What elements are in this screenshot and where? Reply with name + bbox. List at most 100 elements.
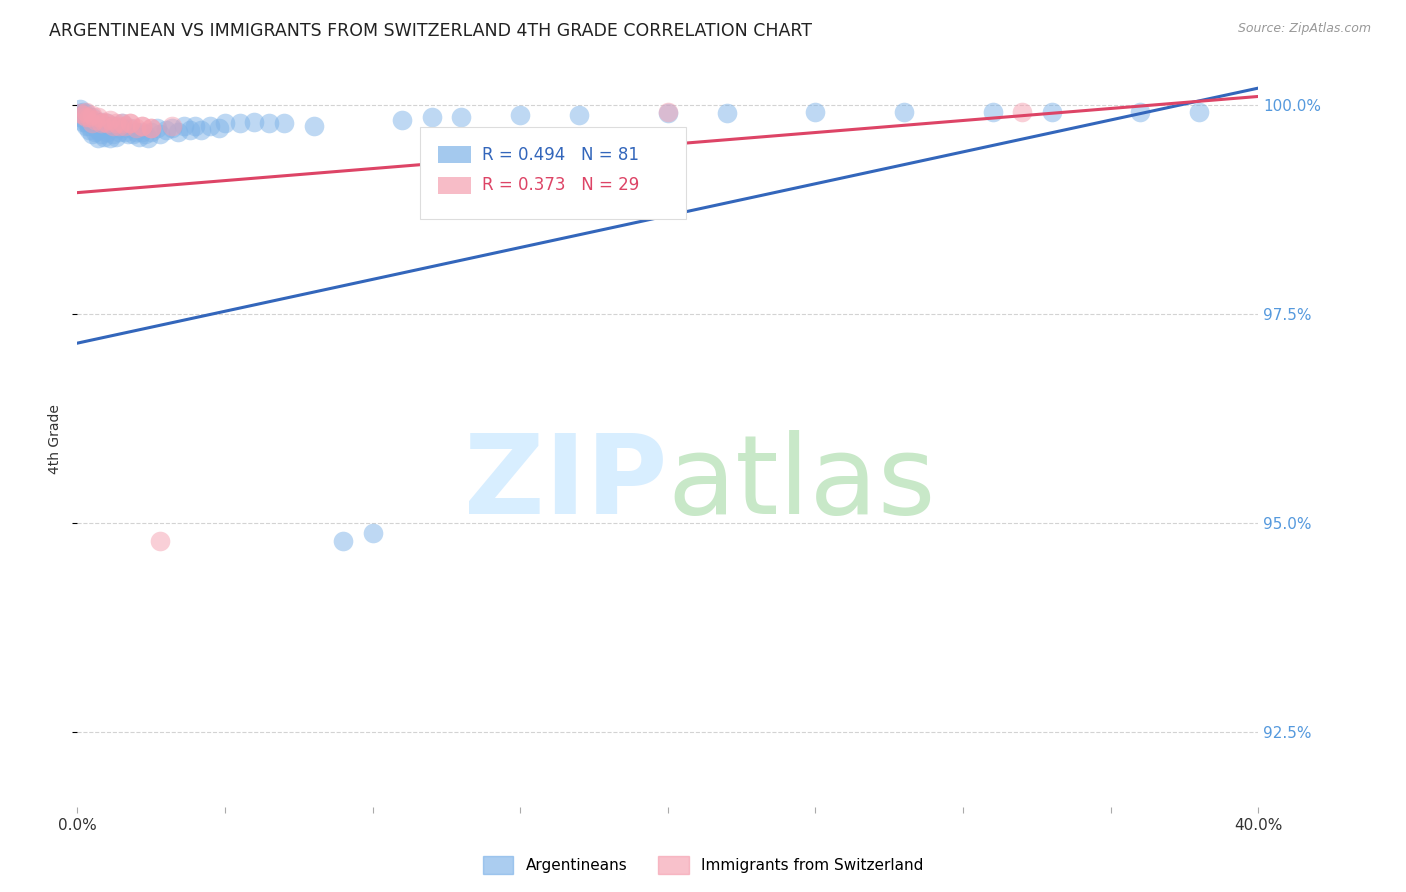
Point <box>75 119 97 133</box>
Point <box>82 116 104 130</box>
Point <box>90 127 112 141</box>
Point <box>69 111 91 125</box>
Point <box>117 127 139 141</box>
Point <box>98 112 121 127</box>
Point <box>104 121 127 136</box>
Point <box>96 116 118 130</box>
Point <box>391 112 413 127</box>
Point <box>87 123 110 137</box>
Point <box>184 119 207 133</box>
Point <box>77 123 100 137</box>
Point <box>166 124 188 138</box>
Point <box>75 111 97 125</box>
Point <box>141 121 163 136</box>
Point <box>120 116 142 130</box>
Point <box>69 106 91 120</box>
Point <box>84 114 107 128</box>
Point <box>90 114 112 128</box>
Point <box>420 111 443 125</box>
Point <box>87 111 110 125</box>
Point <box>77 111 100 125</box>
Point <box>77 114 100 128</box>
Point <box>136 131 159 145</box>
Point <box>146 121 169 136</box>
Point <box>200 119 222 133</box>
Point <box>72 108 94 122</box>
Point <box>72 104 94 119</box>
Point <box>75 114 97 128</box>
Point <box>259 116 281 130</box>
Point <box>361 526 384 541</box>
Point <box>82 108 104 122</box>
Point <box>149 127 172 141</box>
Point <box>981 104 1004 119</box>
Point <box>190 123 212 137</box>
Point <box>173 119 195 133</box>
Point <box>90 121 112 136</box>
Point <box>101 119 124 133</box>
Point <box>1011 104 1033 119</box>
Point <box>1129 104 1152 119</box>
Point <box>208 121 231 136</box>
Point <box>1188 104 1211 119</box>
Point <box>111 116 132 130</box>
Point <box>149 534 172 549</box>
Text: atlas: atlas <box>668 430 936 537</box>
Point <box>243 114 266 128</box>
Point <box>101 127 124 141</box>
Point <box>120 116 142 130</box>
Text: ARGENTINEAN VS IMMIGRANTS FROM SWITZERLAND 4TH GRADE CORRELATION CHART: ARGENTINEAN VS IMMIGRANTS FROM SWITZERLA… <box>49 22 813 40</box>
Point <box>120 121 142 136</box>
Bar <box>437 178 471 194</box>
Point <box>104 116 127 130</box>
Point <box>72 108 94 122</box>
Point <box>131 119 153 133</box>
Point <box>87 131 110 145</box>
Point <box>214 116 236 130</box>
Point <box>77 111 100 125</box>
Point <box>568 108 591 122</box>
Point <box>179 123 201 137</box>
Point <box>98 131 121 145</box>
Point <box>69 102 91 116</box>
Point <box>111 121 132 136</box>
Point <box>1040 104 1063 119</box>
Text: R = 0.494   N = 81: R = 0.494 N = 81 <box>482 145 640 163</box>
Point <box>122 127 145 141</box>
Point <box>96 116 118 130</box>
Point <box>75 111 97 125</box>
Point <box>82 127 104 141</box>
Point <box>657 104 679 119</box>
Point <box>657 106 679 120</box>
Point <box>75 106 97 120</box>
Point <box>125 124 148 138</box>
Point <box>160 119 183 133</box>
FancyBboxPatch shape <box>420 127 686 219</box>
Point <box>107 119 129 133</box>
Point <box>131 124 153 138</box>
Point <box>96 124 118 138</box>
Point <box>273 116 295 130</box>
Point <box>893 104 915 119</box>
Point <box>107 124 129 138</box>
Legend: Argentineans, Immigrants from Switzerland: Argentineans, Immigrants from Switzerlan… <box>477 850 929 880</box>
Point <box>131 119 153 133</box>
Text: Source: ZipAtlas.com: Source: ZipAtlas.com <box>1237 22 1371 36</box>
Point <box>98 121 121 136</box>
Point <box>716 106 738 120</box>
Point <box>69 106 91 120</box>
Point <box>111 116 132 130</box>
Point <box>450 111 472 125</box>
Point <box>134 127 156 141</box>
Point <box>93 129 115 144</box>
Point <box>104 129 127 144</box>
Point <box>82 116 104 130</box>
Point <box>141 124 163 138</box>
Point <box>155 123 177 137</box>
Point <box>84 112 107 127</box>
Point <box>125 121 148 136</box>
Bar <box>437 146 471 162</box>
Point <box>84 119 107 133</box>
Point <box>72 114 94 128</box>
Point <box>114 119 136 133</box>
